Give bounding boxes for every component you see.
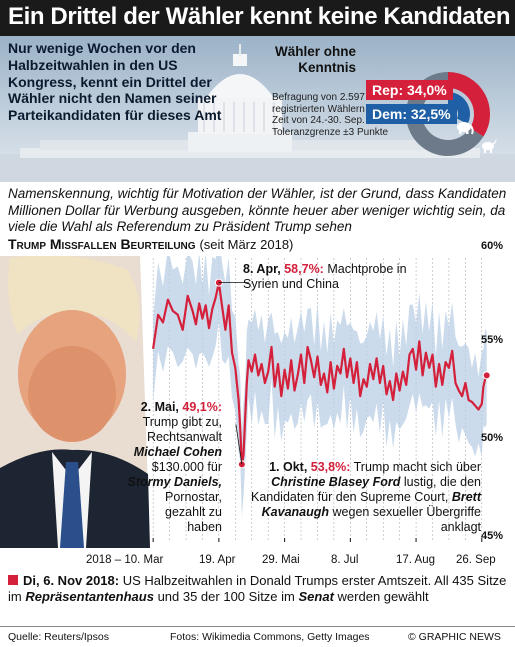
okt1-marker	[482, 371, 491, 380]
footer-senate: Senat	[298, 589, 334, 604]
annotation-name: Stormy Daniels,	[127, 475, 222, 489]
annotation-mai2: 2. Mai, 49,1%: Trump gibt zu, Rechtsanwa…	[112, 400, 222, 535]
red-square-icon	[8, 575, 18, 585]
intro-text: Nur wenige Wochen vor den Halbzeitwahlen…	[8, 40, 222, 124]
annotation-okt1: 1. Okt, 53,8%: Trump macht sich über Chr…	[245, 460, 481, 535]
x-tick-label: 26. Sep	[456, 554, 496, 566]
chart-heading: Trump Missfallen Beurteilung (seit März …	[8, 236, 293, 252]
annotation-date: 2. Mai,	[140, 400, 179, 414]
capitol-building-illustration	[0, 44, 515, 182]
y-tick-45: 45%	[481, 530, 504, 542]
survey-title: Wähler ohne Kenntnis	[274, 44, 356, 75]
page-title: Ein Drittel der Wähler kennt keine Kandi…	[8, 3, 511, 30]
disapproval-series-line	[152, 281, 488, 466]
annotation-text: Machtprobe in Syrien und China	[243, 262, 407, 291]
x-tick-label: 17. Aug	[396, 554, 436, 566]
annotation-value: 58,7%:	[284, 262, 324, 276]
annotation-text: die den Kandidaten für den Supreme Court…	[250, 475, 481, 504]
copyright: © GRAPHIC NEWS	[408, 631, 501, 643]
annotation-text: $130.000 für	[151, 460, 222, 474]
chart-markers	[214, 278, 491, 469]
y-tick-50: 50%	[481, 432, 504, 444]
annotation-leader-line	[235, 424, 243, 465]
range-band	[153, 256, 487, 517]
chart-series	[152, 281, 488, 466]
annotation-text: haben	[187, 520, 222, 534]
x-tick-label: 29. Mai	[262, 554, 300, 566]
chart-title: Trump Missfallen Beurteilung	[8, 236, 196, 252]
annotation-text: Pornostar,	[165, 490, 222, 504]
annotation-text: lustig,	[403, 475, 437, 489]
footer-text-part: US Halbzeitwahlen in Donald Trumps erste…	[8, 573, 507, 604]
annotation-date: 8. Apr,	[243, 262, 281, 276]
annotation-date: 1. Okt,	[269, 460, 308, 474]
donkey-icon	[482, 138, 497, 153]
elephant-icon	[457, 122, 474, 135]
dem-value-badge: Dem: 32,5%	[366, 104, 457, 124]
footer-text-part: und 35 der 100 Sitze im	[157, 589, 295, 604]
annotation-text: wegen sexueller Übergriffe anklagt	[332, 505, 481, 534]
credits-bar: Quelle: Reuters/Ipsos Fotos: Wikimedia C…	[0, 626, 515, 647]
y-tick-55: 55%	[481, 334, 504, 346]
footer-date: Di, 6. Nov 2018:	[23, 573, 120, 588]
rep-value-badge: Rep: 34,0%	[366, 80, 453, 100]
description-text: Namenskennung, wichtig für Motivation de…	[8, 186, 507, 234]
annotation-name: Michael Cohen	[133, 445, 222, 459]
annotation-value: 49,1%:	[182, 400, 222, 414]
annotation-text: Rechtsanwalt	[146, 430, 222, 444]
low-mai2-marker	[237, 460, 246, 469]
chart-range-band	[153, 256, 487, 517]
annotation-apr8: 8. Apr, 58,7%: Machtprobe in Syrien und …	[243, 262, 413, 292]
footer-text: Di, 6. Nov 2018: US Halbzeitwahlen in Do…	[8, 573, 508, 605]
hero-panel: Nur wenige Wochen vor den Halbzeitwahlen…	[0, 36, 515, 182]
annotation-text: Trump gibt zu,	[142, 415, 222, 429]
annotation-name: Christine Blasey Ford	[271, 475, 401, 489]
photo-credit: Fotos: Wikimedia Commons, Getty Images	[170, 631, 370, 643]
annotation-text: gezahlt zu	[165, 505, 222, 519]
y-tick-60: 60%	[481, 240, 504, 252]
footer-panel	[0, 571, 515, 624]
survey-note: Befragung von 2.597 registrierten Wähler…	[272, 92, 393, 138]
x-tick-label: 2018 – 10. Mar	[86, 554, 164, 566]
annotation-value: 53,8%:	[310, 460, 351, 474]
chart-period: (seit März 2018)	[199, 237, 294, 252]
x-tick-label: 19. Apr	[199, 554, 236, 566]
source-credit: Quelle: Reuters/Ipsos	[8, 631, 109, 643]
annotation-text: Trump macht sich über	[353, 460, 481, 474]
disapproval-line-chart	[0, 256, 491, 548]
annotation-name: Brett Kavanaugh	[261, 490, 481, 519]
donut-dem-slice	[448, 92, 470, 124]
footer-text-part: werden gewählt	[337, 589, 429, 604]
x-tick-label: 8. Jul	[331, 554, 359, 566]
donut-rep-slice	[448, 72, 490, 137]
title-bar: Ein Drittel der Wähler kennt keine Kandi…	[0, 0, 515, 36]
footer-house: Repräsentantenhaus	[25, 589, 154, 604]
trump-photo	[0, 256, 150, 548]
